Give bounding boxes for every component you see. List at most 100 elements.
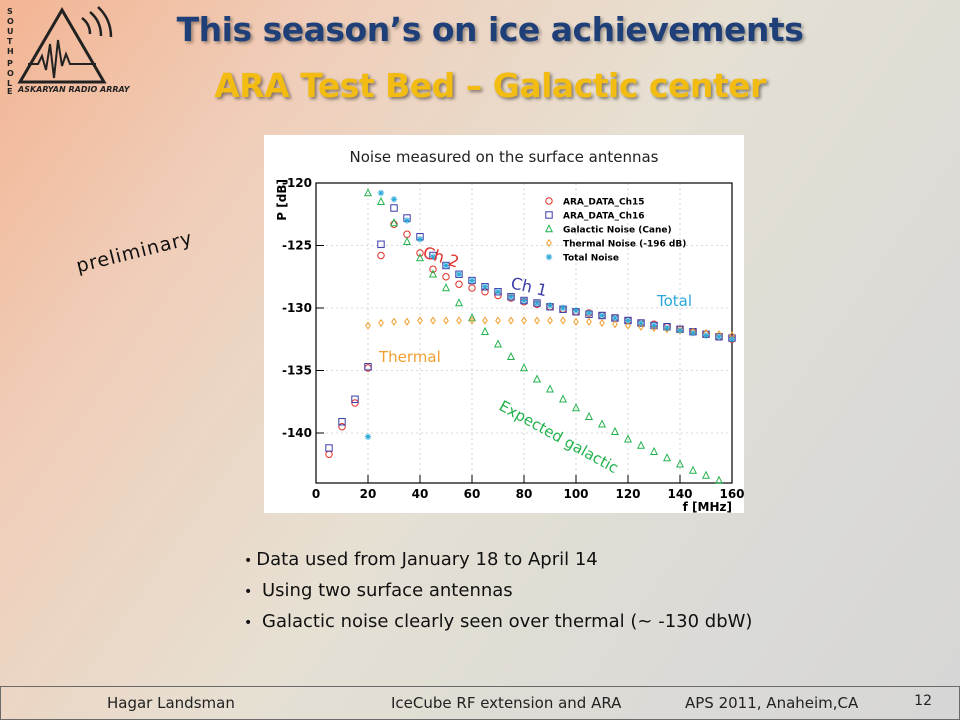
data-point	[612, 320, 618, 329]
data-point	[441, 283, 451, 292]
data-point	[584, 411, 594, 420]
data-point	[390, 196, 398, 203]
data-point	[364, 363, 372, 371]
data-point	[351, 395, 359, 403]
data-point	[443, 316, 449, 325]
data-point	[454, 298, 464, 307]
data-point	[598, 312, 606, 319]
data-point	[519, 363, 529, 372]
data-point	[506, 351, 516, 360]
data-point	[480, 326, 490, 335]
data-point	[610, 426, 620, 435]
data-point	[455, 270, 463, 278]
y-tick-label: -140	[282, 426, 312, 440]
legend-marker	[545, 197, 553, 205]
annotation-expected-galactic: Expected galactic	[496, 397, 621, 477]
data-point	[573, 317, 579, 326]
svg-text:T: T	[7, 37, 13, 46]
svg-text:U: U	[7, 27, 14, 36]
bullet-list: • Data used from January 18 to April 14 •…	[244, 545, 752, 638]
data-point	[391, 317, 397, 326]
data-point	[546, 302, 554, 309]
data-point	[547, 316, 553, 325]
data-point	[469, 316, 475, 325]
legend: ARA_DATA_Ch15 ARA_DATA_Ch16 Galactic Noise…	[544, 197, 686, 264]
data-point	[624, 317, 632, 324]
logo-waveform	[28, 39, 96, 79]
data-point	[364, 433, 372, 440]
chart-title: Noise measured on the surface antennas	[350, 148, 659, 166]
data-point	[545, 384, 555, 393]
bullet-item: • Using two surface antennas	[244, 580, 513, 601]
data-point	[365, 321, 371, 330]
data-point	[402, 236, 412, 245]
annotation-thermal: Thermal	[378, 348, 441, 366]
slide-title: This season’s on ice achievements	[176, 10, 804, 49]
data-point	[442, 273, 450, 281]
data-point	[376, 196, 386, 205]
data-point	[586, 317, 592, 326]
data-point	[429, 265, 437, 273]
y-axis-label: P [dB]	[275, 179, 289, 221]
annotation-total: Total	[656, 292, 692, 310]
data-point	[675, 459, 685, 468]
legend-label: ARA_DATA_Ch16	[563, 212, 645, 222]
svg-text:E: E	[7, 87, 12, 96]
data-point	[377, 189, 385, 197]
data-point	[534, 316, 540, 325]
footer-venue: APS 2011, Anaheim,CA	[685, 694, 859, 712]
x-axis-label: f [MHz]	[683, 500, 732, 513]
x-tick-label: 100	[563, 487, 588, 501]
data-point	[456, 316, 462, 325]
legend-marker	[544, 224, 554, 233]
x-tick-label: 40	[412, 487, 429, 501]
footer-bar: Hagar Landsman IceCube RF extension and …	[0, 686, 960, 720]
y-tick-label: -135	[282, 364, 312, 378]
series-total-noise	[364, 189, 736, 440]
data-point	[558, 394, 568, 403]
legend-label: Total Noise	[563, 254, 619, 264]
data-point	[442, 262, 450, 269]
data-point	[714, 475, 724, 484]
data-point	[521, 316, 527, 325]
data-point	[560, 316, 566, 325]
data-point	[662, 453, 672, 462]
bullet-item: • Galactic noise clearly seen over therm…	[244, 611, 753, 632]
data-point	[404, 317, 410, 326]
svg-text:S: S	[7, 7, 13, 16]
logo-triangle	[17, 7, 107, 84]
bullet-item: • Data used from January 18 to April 14	[244, 549, 598, 570]
svg-text:O: O	[7, 69, 14, 78]
data-point	[625, 321, 631, 330]
data-point	[715, 333, 723, 340]
data-point	[351, 399, 359, 407]
data-point	[482, 316, 488, 325]
data-point	[494, 288, 502, 296]
data-point	[429, 253, 437, 260]
data-point	[417, 316, 423, 325]
data-point	[338, 418, 346, 426]
legend-label: ARA_DATA_Ch15	[563, 198, 645, 208]
data-point	[403, 217, 411, 224]
data-point	[597, 419, 607, 428]
data-point	[585, 309, 593, 317]
data-point	[638, 322, 644, 331]
svg-text:H: H	[7, 47, 14, 56]
data-point	[676, 327, 684, 334]
data-point	[495, 316, 501, 325]
data-point	[389, 218, 399, 227]
legend-marker	[545, 253, 553, 261]
data-point	[325, 450, 333, 458]
bullet-dot: •	[244, 615, 253, 631]
annotation-ch1: Ch 1	[509, 273, 549, 300]
series-thermal-noise-196-db	[365, 316, 735, 340]
legend-marker	[545, 211, 553, 219]
annotation-ch2: Ch 2	[421, 243, 462, 272]
y-tick-label: -120	[282, 176, 312, 190]
data-point	[430, 316, 436, 325]
data-point	[442, 261, 450, 270]
data-point	[481, 283, 489, 290]
legend-label: Galactic Noise (Cane)	[563, 226, 672, 236]
data-point	[403, 230, 411, 238]
